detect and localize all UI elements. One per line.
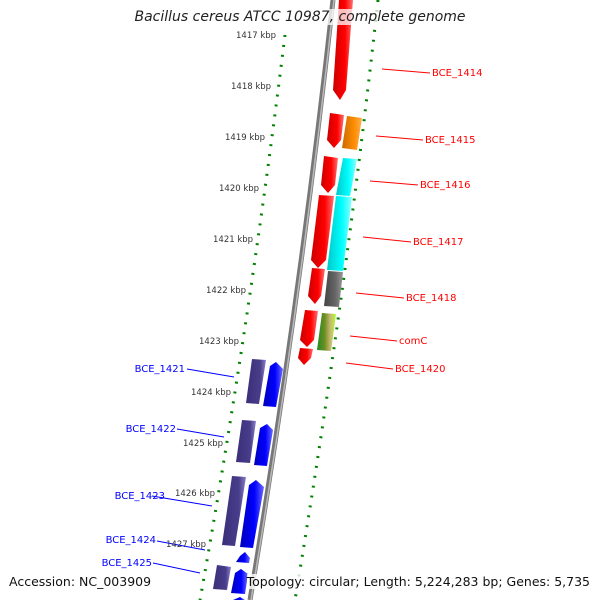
- gene-BCE_1423b[interactable]: [240, 480, 264, 548]
- backbone: [247, 0, 336, 600]
- gene-comC[interactable]: [300, 310, 318, 347]
- gene-label[interactable]: BCE_1414: [432, 68, 482, 79]
- ruler-inner: [198, 34, 287, 600]
- gene-partial: [233, 597, 245, 600]
- tick-label: 1420 kbp: [219, 184, 259, 194]
- gene-BCE_1421b[interactable]: [263, 362, 283, 407]
- tick-label: 1425 kbp: [183, 439, 223, 449]
- reverse-labels: BCE_1421 BCE_1422 BCE_1423 BCE_1424 BCE_…: [102, 364, 185, 569]
- gene-BCE_1414[interactable]: [333, 0, 353, 100]
- tick-labels: 1417 kbp 1418 kbp 1419 kbp 1420 kbp 1421…: [166, 31, 276, 550]
- topology-info: Topology: circular; Length: 5,224,283 bp…: [246, 574, 590, 589]
- reverse-leaders: [151, 368, 235, 574]
- tick-label: 1427 kbp: [166, 540, 206, 550]
- tick-label: 1421 kbp: [213, 235, 253, 245]
- gene-BCE_1416[interactable]: [321, 156, 338, 193]
- gene-label[interactable]: BCE_1423: [115, 491, 165, 502]
- accession: Accession: NC_003909: [9, 574, 152, 589]
- gene-BCE_1424[interactable]: [236, 552, 250, 563]
- gene-label[interactable]: BCE_1425: [102, 558, 152, 569]
- gene-BCE_1418b[interactable]: [324, 271, 343, 307]
- gene-BCE_1425[interactable]: [213, 565, 231, 590]
- gene-label[interactable]: BCE_1421: [135, 364, 185, 375]
- map-title: Bacillus cereus ATCC 10987, complete gen…: [0, 9, 600, 25]
- gene-BCE_1422b[interactable]: [254, 424, 273, 466]
- reverse-genes: [213, 359, 283, 600]
- forward-leaders: [345, 68, 431, 370]
- gene-BCE_1417[interactable]: [311, 195, 334, 268]
- gene-label[interactable]: BCE_1415: [425, 135, 475, 146]
- gene-comC-b[interactable]: [317, 313, 336, 351]
- gene-label[interactable]: BCE_1417: [413, 237, 463, 248]
- tick-label: 1422 kbp: [206, 286, 246, 296]
- forward-labels: BCE_1414 BCE_1415 BCE_1416 BCE_1417 BCE_…: [395, 68, 482, 375]
- gene-BCE_1422[interactable]: [236, 420, 256, 463]
- gene-BCE_1415b[interactable]: [342, 116, 362, 150]
- tick-label: 1418 kbp: [231, 82, 271, 92]
- tick-label: 1423 kbp: [199, 337, 239, 347]
- ruler-outer: [293, 0, 380, 600]
- gene-BCE_1423[interactable]: [222, 476, 246, 546]
- tick-label: 1426 kbp: [175, 489, 215, 499]
- gene-BCE_1415[interactable]: [327, 113, 344, 148]
- gene-BCE_1420[interactable]: [298, 348, 313, 365]
- gene-BCE_1418[interactable]: [308, 268, 325, 304]
- gene-label[interactable]: BCE_1424: [106, 535, 156, 546]
- tick-label: 1419 kbp: [225, 133, 265, 143]
- gene-label[interactable]: BCE_1418: [406, 293, 456, 304]
- gene-label[interactable]: BCE_1416: [420, 180, 470, 191]
- gene-label[interactable]: BCE_1420: [395, 364, 445, 375]
- forward-genes: [298, 0, 362, 365]
- gene-BCE_1417b[interactable]: [327, 196, 352, 271]
- gene-BCE_1416b[interactable]: [336, 158, 357, 196]
- tick-label: 1424 kbp: [191, 388, 231, 398]
- gene-BCE_1421[interactable]: [246, 359, 266, 404]
- tick-label: 1417 kbp: [236, 31, 276, 41]
- gene-label[interactable]: BCE_1422: [126, 424, 176, 435]
- gene-BCE_1425b[interactable]: [231, 569, 248, 594]
- gene-label[interactable]: comC: [399, 336, 427, 347]
